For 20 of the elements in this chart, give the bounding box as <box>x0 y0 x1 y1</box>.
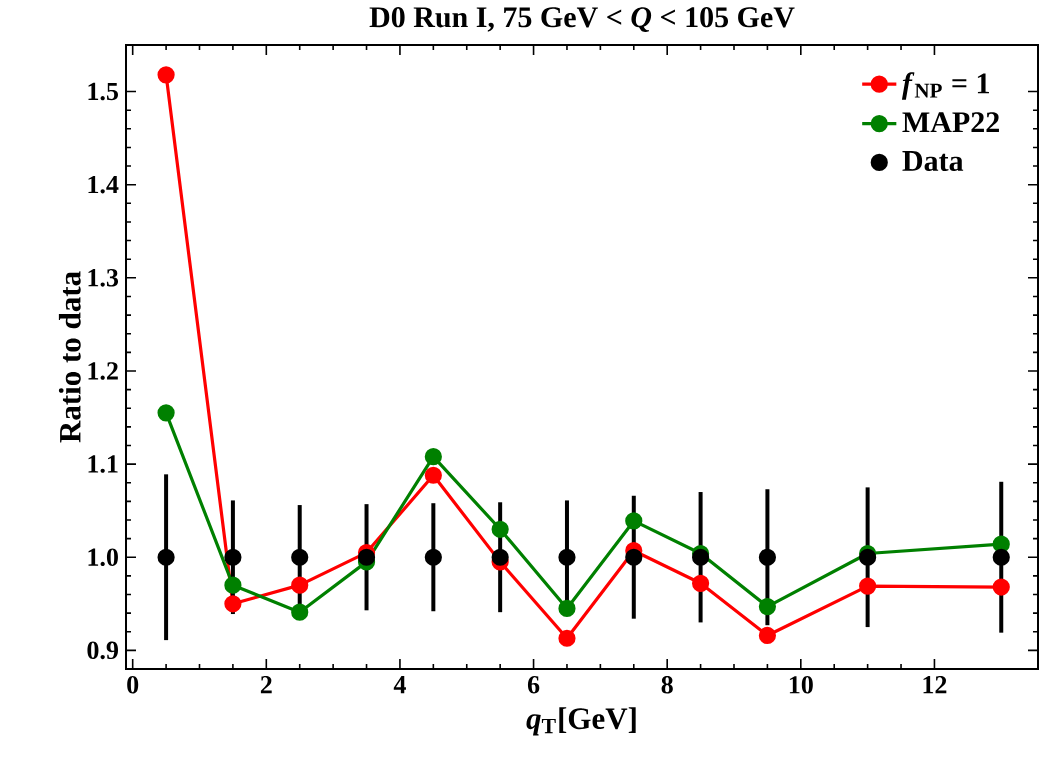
legend-label: Data <box>902 151 964 172</box>
x-tick-label: 12 <box>923 676 947 694</box>
x-tick-label: 10 <box>789 676 813 694</box>
y-axis-title: Ratio to data <box>58 271 81 443</box>
x-tick-label: 6 <box>527 676 540 694</box>
x-tick-label: 4 <box>393 676 406 694</box>
y-tick-label: 1.2 <box>88 362 118 380</box>
legend-label: f$_{NP}$ = 1 <box>901 72 989 100</box>
x-tick-label: 8 <box>661 676 673 694</box>
y-tick-label: 1.1 <box>88 455 118 473</box>
x-tick-label: 2 <box>260 676 272 694</box>
legend-label: MAP22 <box>902 112 999 133</box>
y-tick-label: 1.4 <box>88 175 119 194</box>
x-tick-label: 0 <box>127 676 139 694</box>
chart-title: D0 Run I, 75 GeV < Q < 105 GeV <box>369 7 795 32</box>
y-tick-label: 1.3 <box>88 269 119 287</box>
y-tick-label: 1.0 <box>88 548 118 567</box>
y-tick-label: 1.5 <box>88 82 118 101</box>
y-tick-label: 0.9 <box>87 641 119 660</box>
x-axis-title: q$_{T}$[GeV] <box>526 707 636 736</box>
